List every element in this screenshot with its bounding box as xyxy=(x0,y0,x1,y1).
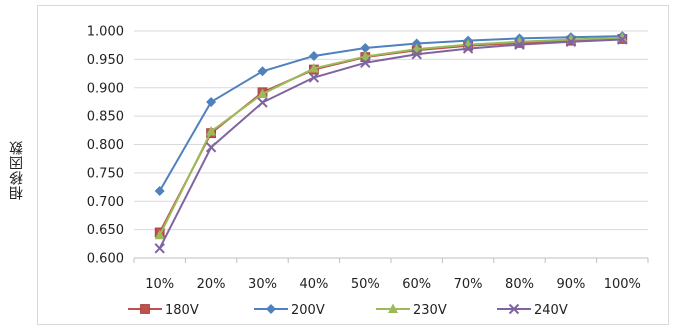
y-tick-label: 0.850 xyxy=(87,110,124,125)
legend-label: 240V xyxy=(534,303,568,318)
data-point xyxy=(257,66,268,77)
y-tick-label: 0.600 xyxy=(87,252,124,267)
x-tick-label: 70% xyxy=(454,277,483,292)
x-tick-label: 40% xyxy=(299,277,328,292)
data-point xyxy=(308,62,319,73)
x-tick-label: 30% xyxy=(248,277,277,292)
data-point xyxy=(411,38,422,49)
y-tick-label: 0.950 xyxy=(87,53,124,68)
x-tick-label: 50% xyxy=(351,277,380,292)
data-point xyxy=(514,39,525,50)
data-point xyxy=(360,51,371,61)
data-point xyxy=(411,49,422,60)
y-tick-label: 0.900 xyxy=(87,81,124,96)
data-point xyxy=(154,243,165,254)
data-point xyxy=(462,43,474,54)
series-line xyxy=(158,36,623,236)
y-tick-label: 0.650 xyxy=(87,223,124,238)
data-point xyxy=(206,125,217,136)
x-tick-label: 80% xyxy=(505,277,534,292)
chart-frame xyxy=(37,5,669,325)
data-point xyxy=(266,304,276,314)
data-point xyxy=(388,303,398,313)
legend-label: 200V xyxy=(291,303,325,318)
x-tick-label: 10% xyxy=(145,277,174,292)
data-point xyxy=(508,303,520,315)
x-tick-label: 100% xyxy=(604,277,641,292)
data-point xyxy=(360,43,371,54)
data-point xyxy=(308,50,319,61)
data-point xyxy=(617,34,628,45)
data-point xyxy=(206,96,217,107)
y-tick-label: 0.800 xyxy=(87,138,124,153)
y-tick-label: 0.750 xyxy=(87,166,124,181)
data-point xyxy=(205,142,217,153)
y-tick-label: 0.700 xyxy=(87,195,124,210)
y-tick-label: 1.000 xyxy=(87,25,124,40)
data-point xyxy=(257,88,268,98)
series-line xyxy=(158,35,623,192)
x-tick-label: 20% xyxy=(197,277,226,292)
data-point xyxy=(140,304,150,314)
x-tick-label: 90% xyxy=(556,277,585,292)
data-point xyxy=(308,72,320,83)
data-point xyxy=(360,57,371,68)
legend-label: 230V xyxy=(413,303,447,318)
data-point xyxy=(257,97,268,108)
data-point xyxy=(565,36,577,47)
data-point xyxy=(154,229,165,240)
legend-label: 180V xyxy=(165,303,199,318)
series-line xyxy=(158,37,623,233)
data-point xyxy=(154,186,165,197)
series-line xyxy=(158,38,623,249)
x-tick-label: 60% xyxy=(402,277,431,292)
